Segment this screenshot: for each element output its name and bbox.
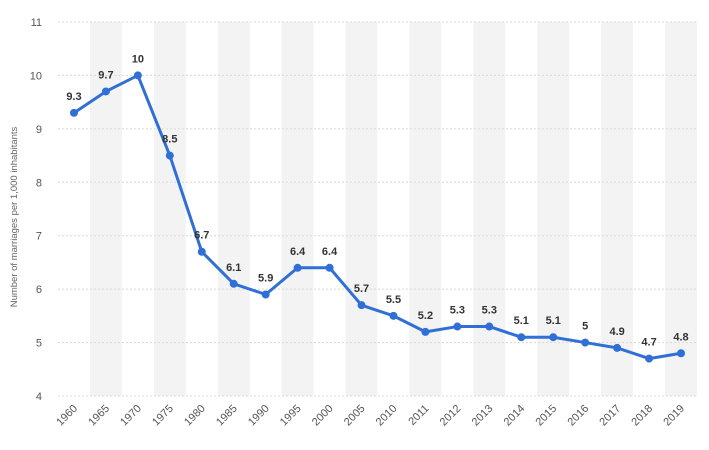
x-tick-label: 1985 <box>214 403 240 429</box>
column-band <box>473 22 506 396</box>
data-label: 6.1 <box>226 262 241 274</box>
data-label: 6.4 <box>322 246 338 258</box>
data-point[interactable] <box>613 343 622 352</box>
data-point[interactable] <box>485 322 494 331</box>
data-label: 9.7 <box>98 69 113 81</box>
data-point[interactable] <box>133 71 142 80</box>
data-point[interactable] <box>229 279 238 288</box>
x-tick-label: 2017 <box>597 403 623 429</box>
y-tick-label: 8 <box>36 177 42 189</box>
x-tick-label: 2000 <box>310 403 336 429</box>
data-label: 6.7 <box>194 230 209 242</box>
data-point[interactable] <box>677 349 686 358</box>
x-tick-label: 2012 <box>438 403 464 429</box>
data-point[interactable] <box>581 338 590 347</box>
data-point[interactable] <box>517 333 526 342</box>
data-point[interactable] <box>101 87 110 96</box>
column-band <box>89 22 122 396</box>
x-tick-label: 1960 <box>54 403 80 429</box>
x-tick-label: 2011 <box>406 403 431 428</box>
data-label: 5.5 <box>386 294 401 306</box>
data-point[interactable] <box>549 333 558 342</box>
x-tick-label: 1980 <box>182 403 208 429</box>
data-point[interactable] <box>357 301 366 310</box>
data-point[interactable] <box>325 263 334 272</box>
x-tick-label: 2015 <box>534 403 560 429</box>
data-label: 5.7 <box>354 283 369 295</box>
column-band <box>281 22 314 396</box>
data-label: 5.2 <box>418 310 433 322</box>
data-point[interactable] <box>645 354 654 363</box>
data-label: 8.5 <box>162 134 177 146</box>
column-band <box>217 22 250 396</box>
data-label: 4.9 <box>609 326 624 338</box>
data-point[interactable] <box>261 290 270 299</box>
data-label: 5.3 <box>482 305 497 317</box>
data-label: 4.8 <box>673 331 688 343</box>
x-tick-label: 2016 <box>565 403 591 429</box>
data-point[interactable] <box>389 311 398 320</box>
data-label: 10 <box>132 53 144 65</box>
y-axis-title: Number of marriages per 1,000 inhabitant… <box>9 126 20 307</box>
x-tick-labels: 1960 1965 1970 1975 1980 1985 1990 1995 2000 2005… <box>54 403 687 429</box>
data-label: 5.9 <box>258 272 273 284</box>
y-tick-labels: 4 5 6 7 8 9 10 11 <box>30 17 42 403</box>
data-label: 5.3 <box>450 305 465 317</box>
column-bands <box>89 22 697 396</box>
x-tick-label: 1990 <box>246 403 272 429</box>
data-points <box>69 71 686 363</box>
x-tick-label: 2005 <box>342 403 368 429</box>
column-band <box>153 22 186 396</box>
series-group <box>72 73 683 361</box>
data-label: 5.1 <box>514 315 529 327</box>
y-tick-label: 10 <box>30 70 42 82</box>
x-tick-label: 2014 <box>502 403 528 429</box>
y-tick-label: 4 <box>36 391 42 403</box>
data-point[interactable] <box>293 263 302 272</box>
x-tick-label: 1965 <box>86 403 112 429</box>
y-tick-label: 6 <box>36 284 42 296</box>
column-band <box>601 22 634 396</box>
data-label: 5.1 <box>546 315 561 327</box>
x-tick-label: 1975 <box>150 403 176 429</box>
data-point[interactable] <box>69 108 78 117</box>
x-tick-label: 2010 <box>374 403 400 429</box>
x-tick-label: 2018 <box>629 403 655 429</box>
series-line <box>72 73 683 361</box>
data-point[interactable] <box>197 247 206 256</box>
data-point[interactable] <box>165 151 174 160</box>
data-point[interactable] <box>421 327 430 336</box>
x-tick-label: 1995 <box>278 403 304 429</box>
x-tick-label: 1970 <box>118 403 144 429</box>
data-labels: 9.3 9.7 10 8.5 6.7 6.1 5.9 6.4 6.4 5.7 5.5 5.2 5.3 5.… <box>66 53 688 348</box>
y-tick-label: 7 <box>36 231 42 243</box>
data-label: 4.7 <box>641 337 656 349</box>
column-band <box>665 22 697 396</box>
data-label: 5 <box>582 321 588 333</box>
column-band <box>345 22 378 396</box>
data-label: 9.3 <box>66 91 81 103</box>
data-label: 6.4 <box>290 246 306 258</box>
x-tick-label: 2013 <box>470 403 496 429</box>
y-tick-label: 11 <box>31 17 42 29</box>
y-tick-label: 9 <box>36 124 42 136</box>
column-band <box>409 22 442 396</box>
data-point[interactable] <box>453 322 462 331</box>
x-tick-label: 2019 <box>661 403 687 429</box>
y-tick-label: 5 <box>36 338 42 350</box>
